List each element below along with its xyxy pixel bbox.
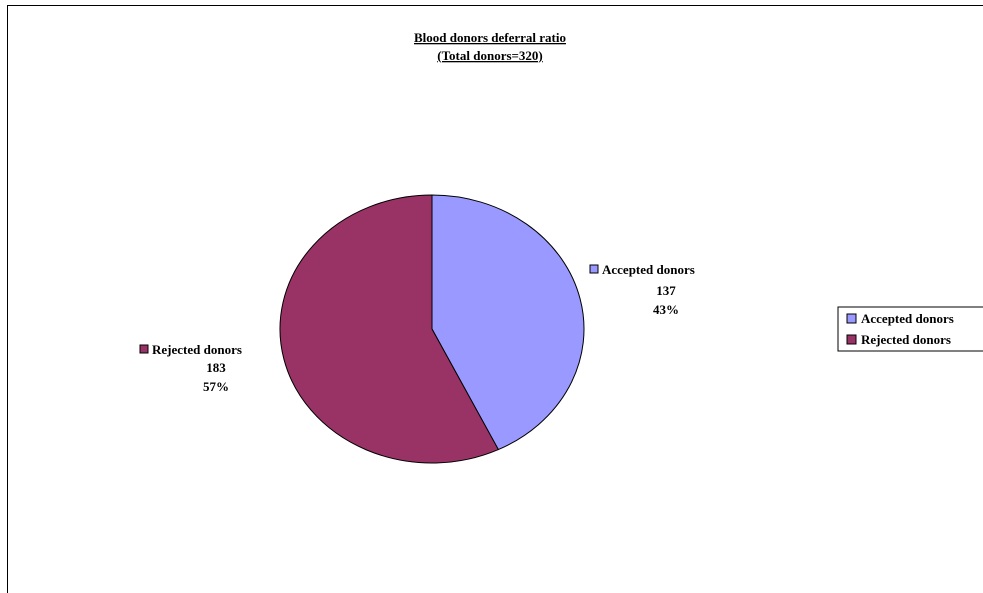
data-label-swatch-rejected	[139, 344, 149, 354]
chart-subtitle: (Total donors=320)	[437, 48, 543, 63]
legend-swatch-accepted	[846, 313, 857, 324]
chart-title: Blood donors deferral ratio	[414, 30, 566, 45]
data-label-value-rejected: 183	[206, 360, 226, 375]
pie-slice-rejected-donors	[279, 194, 500, 464]
legend: Accepted donors Rejected donors	[837, 306, 983, 352]
legend-label-accepted: Accepted donors	[861, 311, 954, 326]
data-label-value-accepted: 137	[656, 283, 676, 298]
pie-slice-accepted-donors	[431, 194, 585, 451]
legend-label-rejected: Rejected donors	[861, 332, 951, 347]
data-label-name-accepted: Accepted donors	[602, 262, 695, 277]
data-label-rejected: Rejected donors 183 57%	[139, 342, 242, 394]
data-label-accepted: Accepted donors 137 43%	[589, 262, 695, 317]
legend-swatch-rejected	[846, 334, 857, 345]
legend-box	[837, 306, 983, 352]
data-label-name-rejected: Rejected donors	[152, 342, 242, 357]
pie-slices	[279, 194, 585, 464]
data-label-percent-accepted: 43%	[653, 302, 679, 317]
data-label-swatch-accepted	[589, 264, 599, 274]
data-label-percent-rejected: 57%	[203, 379, 229, 394]
